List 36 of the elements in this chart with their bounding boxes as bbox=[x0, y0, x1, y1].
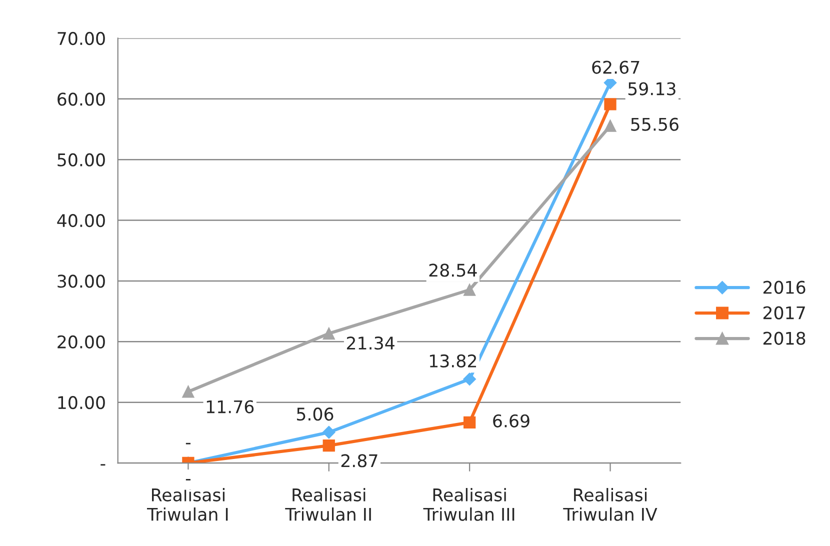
y-tick-label: 50.00 bbox=[58, 153, 105, 166]
y-tick-label: 60.00 bbox=[58, 92, 105, 106]
y-tick-label: 10.00 bbox=[58, 396, 105, 410]
legend-label: 2018 bbox=[763, 332, 806, 345]
point bbox=[322, 440, 335, 452]
point bbox=[463, 372, 476, 386]
data-label: 59.13 bbox=[628, 82, 676, 96]
y-tick-label: 70.00 bbox=[58, 32, 105, 46]
data-label: 11.76 bbox=[206, 400, 254, 414]
data-label: 62.67 bbox=[592, 60, 640, 74]
data-label: 28.54 bbox=[429, 264, 477, 277]
x-tick-label: Realisasi Triwulan I bbox=[146, 488, 228, 521]
data-label: 6.69 bbox=[493, 414, 530, 428]
data-label: - bbox=[186, 479, 190, 480]
point bbox=[322, 327, 335, 340]
y-tick-label: 40.00 bbox=[57, 214, 105, 228]
legend-label: 2016 bbox=[763, 280, 806, 294]
point bbox=[604, 120, 616, 132]
y-tick-label: - bbox=[100, 464, 106, 466]
data-label: 13.82 bbox=[430, 354, 476, 368]
data-label: 2.87 bbox=[341, 454, 378, 468]
x-tick-label: Realisasi Triwulan III bbox=[423, 488, 514, 521]
data-label: 5.06 bbox=[297, 408, 334, 421]
legend-label: 2017 bbox=[763, 306, 805, 320]
y-tick-label: 30.00 bbox=[58, 274, 105, 288]
point bbox=[463, 416, 476, 428]
y-tick-label: 20.00 bbox=[58, 335, 105, 348]
data-label: 21.34 bbox=[346, 336, 394, 350]
data-label: 55.56 bbox=[631, 118, 678, 131]
point bbox=[182, 386, 194, 398]
x-tick-label: Realisasi Triwulan IV bbox=[563, 488, 658, 521]
x-tick-label: Realisasi Triwulan II bbox=[285, 488, 371, 521]
point bbox=[604, 98, 616, 110]
data-label: - bbox=[186, 442, 190, 444]
point bbox=[322, 426, 336, 439]
point bbox=[463, 284, 476, 296]
